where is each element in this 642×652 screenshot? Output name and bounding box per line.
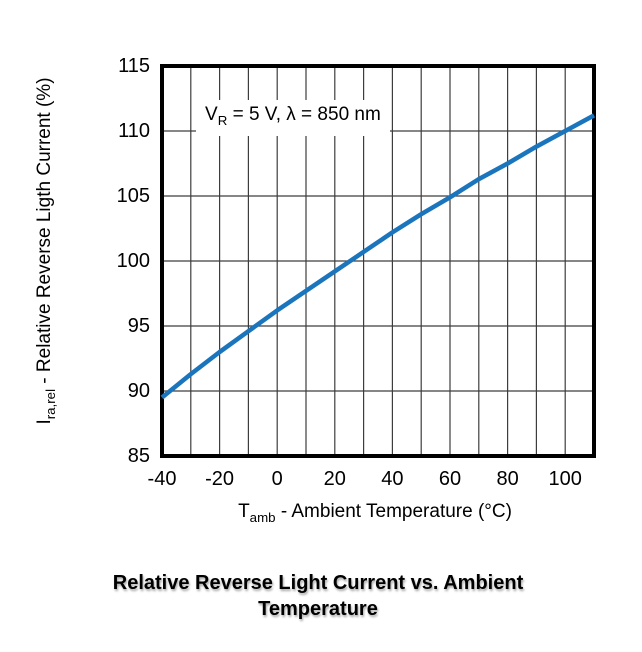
x-tick-label: 100: [548, 468, 582, 490]
caption-line-2: Temperature: [258, 598, 378, 620]
annotation-text: = 5 V, λ = 850 nm: [227, 104, 381, 125]
x-axis-subscript: amb: [249, 509, 276, 525]
x-tick-label: 60: [438, 468, 462, 490]
x-axis-title-text: - Ambient Temperature (°C): [275, 501, 512, 522]
x-tick-label: 80: [496, 468, 519, 490]
plot-frame: [160, 64, 596, 458]
x-axis-symbol: T: [238, 501, 250, 522]
x-tick-label: 0: [271, 468, 283, 490]
annotation-symbol: V: [205, 104, 218, 125]
x-tick-label: 40: [381, 468, 404, 490]
annotation-subscript: R: [217, 112, 228, 128]
x-tick-label: -40: [147, 468, 177, 490]
caption-line-1: Relative Reverse Light Current vs. Ambie…: [112, 572, 524, 594]
y-tick-label: 110: [118, 120, 150, 142]
y-tick-label: 95: [127, 315, 150, 337]
y-tick-label: 105: [116, 185, 150, 207]
y-tick-label: 115: [118, 55, 150, 77]
annotation-conditions: VR = 5 V, λ = 850 nm: [196, 100, 390, 136]
x-axis-title: Tamb - Ambient Temperature (°C): [150, 501, 600, 525]
y-tick-label: 85: [127, 445, 150, 467]
y-tick-label: 100: [116, 250, 150, 272]
data-curve: [160, 113, 596, 400]
x-tick-label: 20: [323, 468, 346, 490]
y-axis-title: Ira,rel - Relative Reverse Ligth Current…: [34, 35, 58, 467]
y-axis-symbol: I: [34, 419, 55, 425]
y-axis-subscript: ra,rel: [42, 388, 58, 420]
chart-caption: Relative Reverse Light Current vs. Ambie…: [0, 570, 636, 622]
x-tick-label: -20: [205, 468, 235, 490]
y-tick-label: 90: [127, 380, 150, 402]
y-axis-title-text: - Relative Reverse Ligth Current (%): [34, 77, 55, 389]
